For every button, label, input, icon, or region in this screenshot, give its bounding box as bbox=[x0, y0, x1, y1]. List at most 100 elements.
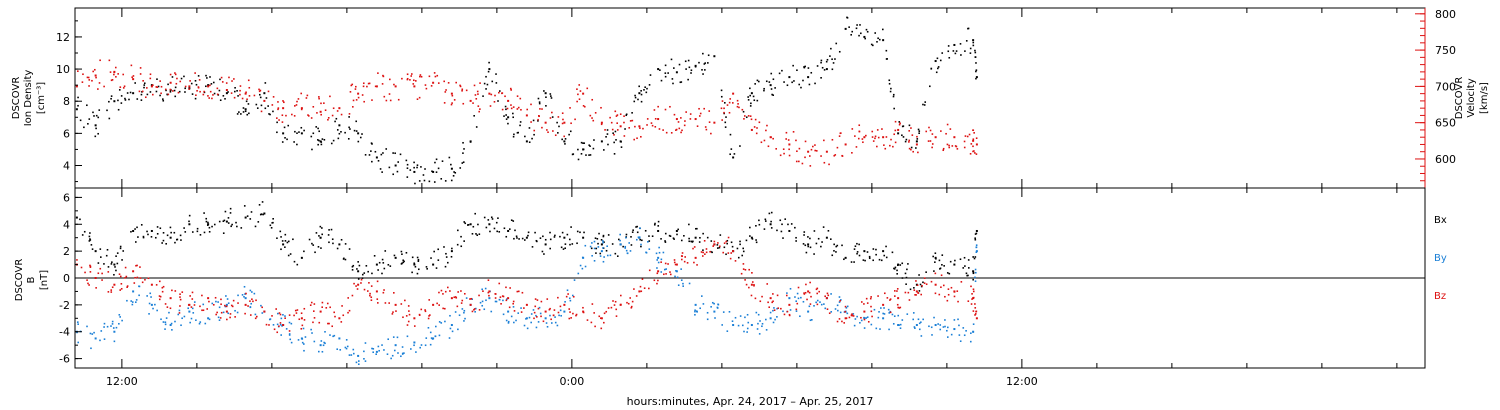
data-point bbox=[94, 277, 97, 279]
data-point bbox=[413, 166, 415, 169]
data-point bbox=[436, 302, 438, 305]
data-point bbox=[313, 303, 316, 305]
data-point bbox=[425, 266, 428, 268]
data-point bbox=[606, 254, 609, 257]
data-point bbox=[807, 150, 810, 153]
data-point bbox=[208, 318, 211, 321]
data-point bbox=[88, 79, 91, 81]
data-point bbox=[203, 90, 205, 93]
data-point bbox=[716, 244, 719, 246]
data-point bbox=[648, 287, 650, 290]
data-point bbox=[402, 316, 404, 319]
data-point bbox=[620, 146, 623, 148]
data-point bbox=[253, 94, 256, 97]
data-point bbox=[954, 259, 956, 262]
data-point bbox=[158, 295, 161, 297]
data-point bbox=[503, 227, 506, 230]
data-point bbox=[551, 111, 553, 114]
data-point bbox=[301, 338, 304, 340]
data-point bbox=[658, 251, 661, 254]
data-point bbox=[835, 245, 838, 248]
data-point bbox=[964, 50, 966, 52]
data-point bbox=[353, 282, 355, 285]
data-point bbox=[703, 107, 705, 110]
data-point bbox=[720, 89, 723, 92]
velocity-axis-title-line2: Velocity bbox=[1466, 78, 1477, 117]
data-point bbox=[956, 148, 959, 150]
data-point bbox=[131, 76, 133, 79]
data-point bbox=[716, 247, 719, 249]
data-point bbox=[562, 248, 565, 250]
data-point bbox=[791, 81, 793, 84]
data-point bbox=[504, 95, 506, 98]
data-point bbox=[161, 242, 163, 244]
data-point bbox=[331, 325, 334, 328]
data-point bbox=[708, 110, 711, 112]
data-point bbox=[450, 297, 453, 300]
data-point bbox=[330, 228, 333, 231]
data-point bbox=[388, 93, 391, 95]
data-point bbox=[538, 115, 540, 118]
data-point bbox=[853, 261, 855, 263]
data-point bbox=[888, 312, 891, 314]
data-point bbox=[83, 126, 85, 129]
data-point bbox=[811, 319, 813, 321]
data-point bbox=[743, 118, 745, 120]
data-point bbox=[526, 327, 529, 330]
data-point bbox=[319, 225, 322, 228]
data-point bbox=[616, 129, 619, 131]
data-point bbox=[626, 301, 628, 304]
data-point bbox=[923, 277, 926, 279]
data-point bbox=[89, 271, 92, 273]
data-point bbox=[771, 93, 773, 96]
data-point bbox=[254, 313, 257, 316]
data-point bbox=[804, 140, 807, 143]
data-point bbox=[207, 84, 210, 87]
data-point bbox=[757, 322, 759, 325]
data-point bbox=[940, 130, 942, 132]
data-point bbox=[146, 295, 148, 297]
data-point bbox=[905, 283, 907, 285]
data-point bbox=[403, 260, 405, 263]
data-point bbox=[97, 132, 99, 135]
data-point bbox=[392, 336, 395, 338]
data-point bbox=[949, 128, 952, 130]
data-point bbox=[677, 284, 680, 287]
data-point bbox=[973, 257, 976, 260]
data-point bbox=[953, 43, 956, 46]
data-point bbox=[616, 255, 619, 257]
data-point bbox=[816, 303, 819, 306]
data-point bbox=[748, 286, 750, 289]
data-point bbox=[810, 295, 812, 298]
data-point bbox=[878, 258, 881, 261]
data-point bbox=[152, 84, 154, 87]
data-point bbox=[328, 322, 330, 325]
data-point bbox=[960, 281, 963, 283]
data-point bbox=[862, 141, 864, 144]
data-point bbox=[913, 287, 915, 289]
data-point bbox=[355, 285, 357, 287]
data-point bbox=[672, 237, 675, 240]
data-point bbox=[674, 275, 676, 278]
data-point bbox=[828, 312, 831, 315]
data-point bbox=[533, 129, 536, 132]
data-point bbox=[321, 138, 324, 140]
data-point bbox=[675, 229, 678, 232]
data-point bbox=[469, 223, 472, 226]
data-point bbox=[327, 117, 330, 119]
data-point bbox=[578, 84, 581, 86]
data-point bbox=[788, 303, 791, 306]
data-point bbox=[904, 291, 907, 294]
data-point bbox=[418, 314, 421, 316]
data-point bbox=[875, 327, 878, 330]
data-point bbox=[122, 250, 125, 252]
data-point bbox=[769, 84, 772, 87]
data-point bbox=[722, 251, 725, 254]
data-point bbox=[371, 272, 373, 275]
data-point bbox=[789, 287, 792, 290]
data-point bbox=[438, 334, 441, 337]
data-point bbox=[357, 140, 360, 143]
data-point bbox=[429, 343, 432, 346]
data-point bbox=[783, 152, 785, 155]
data-point bbox=[749, 87, 751, 90]
